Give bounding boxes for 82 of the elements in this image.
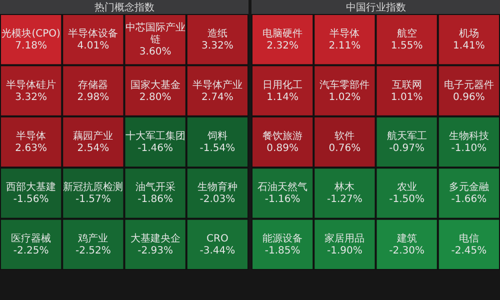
category-label: 半导体 (16, 130, 46, 142)
data-label: -1.50% (389, 194, 425, 206)
category-label: 建筑 (396, 232, 417, 244)
data-label: -1.86% (138, 194, 174, 206)
data-label: -2.25% (13, 245, 49, 256)
data-label: -2.30% (389, 245, 425, 256)
category-label: CRO (206, 233, 228, 244)
data-label: -2.45% (451, 245, 487, 256)
data-label: 2.63% (15, 143, 47, 154)
category-label: 新冠抗原检测 (63, 181, 124, 194)
data-label: -0.97% (389, 143, 425, 154)
data-label: 4.01% (77, 40, 110, 52)
category-label: 互联网 (392, 78, 422, 91)
data-label: 0.76% (328, 143, 361, 154)
data-label: -1.10% (451, 143, 487, 154)
data-label: 3.32% (202, 40, 234, 52)
category-label: 电信 (458, 232, 479, 244)
data-label: 2.54% (77, 143, 110, 154)
data-label: 0.96% (453, 92, 485, 103)
data-label: 2.80% (139, 92, 172, 103)
data-label: 2.74% (202, 92, 234, 103)
text: 中国行业指数 (346, 2, 406, 14)
data-label: 1.41% (453, 40, 485, 52)
data-label: -3.44% (200, 245, 236, 256)
category-label: 医疗器械 (11, 232, 52, 244)
category-label: 石油天然气 (258, 181, 308, 194)
data-label: -1.46% (138, 143, 174, 154)
data-label: -1.27% (326, 194, 362, 206)
data-label: -1.57% (75, 194, 111, 206)
category-label: 电脑硬件 (262, 28, 303, 40)
data-label: -2.93% (138, 245, 174, 256)
data-label: 2.32% (266, 40, 298, 52)
category-label: 中芯国际产业链 (125, 22, 186, 46)
data-label: 1.02% (328, 92, 361, 103)
category-label: 半导体硅片 (6, 78, 56, 91)
category-label: 多元金融 (448, 181, 489, 194)
category-label: 十大军工集团 (125, 130, 186, 142)
category-label: 日用化工 (262, 78, 303, 91)
data-label: -2.52% (75, 245, 111, 256)
category-label: 油气开采 (135, 181, 176, 194)
category-label: 饲料 (206, 130, 228, 142)
category-label: 半导体产业 (192, 78, 242, 91)
category-label: 汽车零部件 (320, 78, 370, 91)
data-label: 1.01% (390, 92, 423, 103)
data-label: -1.56% (13, 194, 49, 206)
category-label: 光模块(CPO) (2, 28, 61, 40)
category-label: 家居用品 (324, 232, 365, 244)
data-label: -1.90% (326, 245, 362, 256)
category-label: 藕园产业 (73, 130, 114, 142)
data-label: 2.98% (77, 92, 110, 103)
category-label: 能源设备 (262, 232, 303, 244)
category-label: 西部大基建 (6, 181, 56, 194)
data-label: -2.03% (200, 194, 236, 206)
data-label: -1.66% (451, 194, 487, 206)
category-label: 机场 (458, 28, 479, 40)
category-label: 存储器 (78, 78, 108, 91)
category-label: 软件 (334, 130, 355, 142)
category-label: 鸡产业 (77, 232, 108, 244)
category-label: 航空 (396, 28, 417, 40)
data-label: 3.60% (139, 46, 172, 58)
data-label: 1.55% (390, 40, 423, 52)
category-label: 生物育种 (197, 181, 238, 194)
data-label: 1.14% (266, 92, 298, 103)
category-label: 半导体 (330, 28, 360, 40)
category-label: 半导体设备 (68, 28, 118, 40)
category-label: 电子元器件 (444, 78, 494, 91)
data-label: 7.18% (15, 40, 47, 52)
category-label: 国家大基金 (130, 78, 180, 91)
data-label: -1.54% (200, 143, 236, 154)
category-label: 农业 (396, 181, 417, 194)
data-label: -1.85% (264, 245, 300, 256)
category-label: 生物科技 (448, 130, 489, 142)
data-label: -1.16% (264, 194, 300, 206)
category-label: 航天军工 (386, 130, 427, 142)
category-label: 造纸 (207, 28, 228, 40)
category-label: 餐饮旅游 (262, 130, 303, 142)
text: 热门概念指数 (94, 2, 154, 14)
data-label: 2.11% (328, 40, 361, 52)
data-label: 3.32% (15, 92, 47, 103)
data-label: 0.89% (266, 143, 298, 154)
category-label: 林木 (334, 181, 355, 194)
category-label: 大基建央企 (130, 232, 180, 244)
